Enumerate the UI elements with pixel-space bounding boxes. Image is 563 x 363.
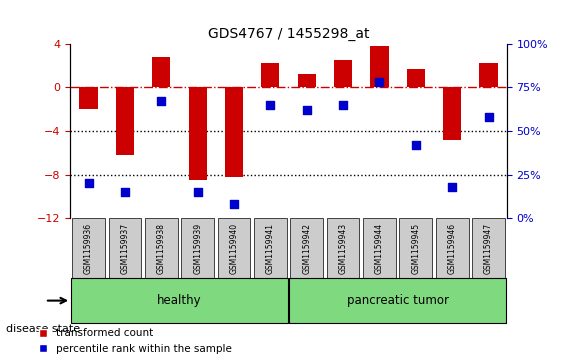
Text: GSM1159944: GSM1159944	[375, 223, 384, 274]
Text: GSM1159947: GSM1159947	[484, 223, 493, 274]
Bar	[79, 87, 97, 109]
FancyBboxPatch shape	[291, 218, 323, 278]
FancyBboxPatch shape	[72, 218, 105, 278]
FancyBboxPatch shape	[436, 218, 468, 278]
Point	[120, 189, 129, 195]
FancyBboxPatch shape	[218, 218, 251, 278]
FancyBboxPatch shape	[327, 218, 359, 278]
Bar	[480, 63, 498, 87]
Text: GSM1159943: GSM1159943	[338, 223, 347, 274]
FancyBboxPatch shape	[109, 218, 141, 278]
Point	[484, 114, 493, 120]
Text: GSM1159941: GSM1159941	[266, 223, 275, 274]
Point	[412, 142, 421, 148]
FancyBboxPatch shape	[472, 218, 505, 278]
FancyBboxPatch shape	[363, 218, 396, 278]
Title: GDS4767 / 1455298_at: GDS4767 / 1455298_at	[208, 27, 369, 41]
Point	[84, 180, 93, 186]
FancyBboxPatch shape	[254, 218, 287, 278]
FancyBboxPatch shape	[145, 218, 178, 278]
Point	[193, 189, 202, 195]
Point	[157, 98, 166, 104]
Text: pancreatic tumor: pancreatic tumor	[347, 294, 449, 307]
Bar	[116, 87, 134, 155]
Text: GSM1159937: GSM1159937	[120, 223, 129, 274]
Text: GSM1159939: GSM1159939	[193, 223, 202, 274]
Text: healthy: healthy	[157, 294, 202, 307]
Text: disease state: disease state	[6, 323, 80, 334]
FancyBboxPatch shape	[71, 278, 288, 323]
Bar	[443, 87, 461, 140]
Point	[230, 201, 239, 207]
Bar	[334, 60, 352, 87]
FancyBboxPatch shape	[399, 218, 432, 278]
Point	[448, 184, 457, 190]
FancyBboxPatch shape	[181, 218, 214, 278]
Legend: transformed count, percentile rank within the sample: transformed count, percentile rank withi…	[33, 324, 236, 358]
Text: GSM1159940: GSM1159940	[230, 223, 239, 274]
Text: GSM1159945: GSM1159945	[412, 223, 421, 274]
Bar	[261, 63, 279, 87]
Point	[338, 102, 347, 107]
FancyBboxPatch shape	[289, 278, 506, 323]
Text: GSM1159942: GSM1159942	[302, 223, 311, 274]
Bar	[406, 69, 425, 87]
Bar	[225, 87, 243, 177]
Text: GSM1159946: GSM1159946	[448, 223, 457, 274]
Point	[375, 79, 384, 85]
Bar	[189, 87, 207, 180]
Bar	[152, 57, 171, 87]
Text: GSM1159936: GSM1159936	[84, 223, 93, 274]
Point	[266, 102, 275, 107]
Point	[302, 107, 311, 113]
Bar	[298, 74, 316, 87]
Bar	[370, 46, 388, 87]
Text: GSM1159938: GSM1159938	[157, 223, 166, 274]
